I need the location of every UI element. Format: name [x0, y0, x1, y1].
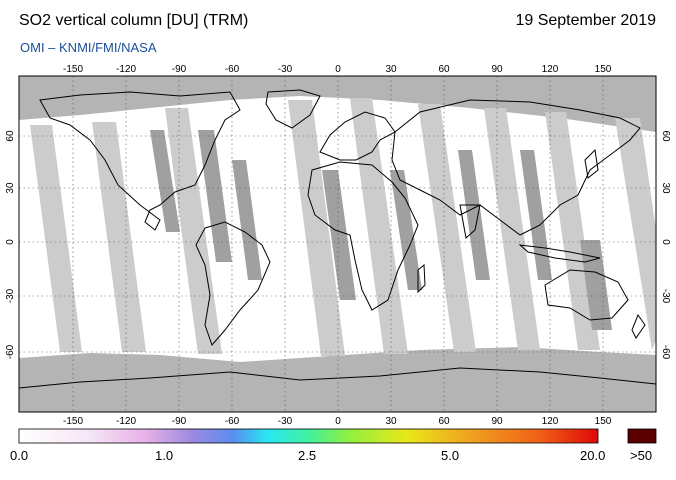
data-source-label: OMI – KNMI/FMI/NASA	[20, 40, 157, 55]
lat-label-right: -60	[660, 345, 671, 360]
lat-label-right: -30	[660, 289, 671, 304]
colorbar	[18, 428, 599, 444]
lon-label-bottom: -120	[116, 416, 136, 427]
lon-label-top: 150	[595, 64, 612, 75]
colorbar-label: 1.0	[155, 448, 174, 463]
lon-label-bottom: 90	[491, 416, 503, 427]
lat-label-right: 0	[660, 239, 671, 245]
lon-label-bottom: -30	[278, 416, 293, 427]
colorbar-label: 5.0	[441, 448, 460, 463]
no-data-south	[19, 347, 656, 412]
lon-label-top: -30	[278, 64, 293, 75]
lon-label-top: -150	[63, 64, 83, 75]
colorbar-label: 0.0	[10, 448, 29, 463]
map-date: 19 September 2019	[515, 12, 656, 29]
lon-label-top: 120	[542, 64, 559, 75]
map-title: SO2 vertical column [DU] (TRM)	[19, 12, 249, 29]
lon-label-bottom: -90	[172, 416, 187, 427]
lat-label-left: 60	[5, 130, 16, 142]
colorbar-label: 20.0	[580, 448, 606, 463]
colorbar-overflow-label: >50	[630, 448, 653, 463]
lon-label-top: 60	[438, 64, 450, 75]
colorbar-label: 2.5	[298, 448, 317, 463]
graticule	[19, 76, 656, 412]
lat-label-left: 0	[5, 239, 16, 245]
lat-label-right: 60	[660, 130, 671, 142]
lon-label-top: -90	[172, 64, 187, 75]
lon-label-top: -60	[225, 64, 240, 75]
lon-label-bottom: -60	[225, 416, 240, 427]
lon-label-bottom: 60	[438, 416, 450, 427]
lat-label-left: -60	[5, 344, 16, 359]
lon-label-top: -120	[116, 64, 136, 75]
lon-label-top: 30	[385, 64, 397, 75]
lon-label-top: 0	[335, 64, 341, 75]
lon-label-bottom: 120	[542, 416, 559, 427]
coastlines	[19, 89, 656, 389]
lon-label-bottom: 150	[595, 416, 612, 427]
lon-label-bottom: -150	[63, 416, 83, 427]
colorbar-overflow-swatch	[627, 428, 657, 444]
lat-label-left: -30	[5, 288, 16, 303]
lon-labels: -150 -120 -90 -60 -30 0 30 60 90 120 150…	[63, 64, 612, 427]
map-frame	[18, 75, 657, 413]
map-layers	[19, 76, 656, 412]
lon-label-bottom: 30	[385, 416, 397, 427]
lat-label-right: 30	[660, 182, 671, 194]
lon-label-top: 90	[491, 64, 503, 75]
lon-label-bottom: 0	[335, 416, 341, 427]
lat-labels: 60 30 0 -30 -60 60 30 0 -30 -60	[5, 130, 671, 360]
lat-label-left: 30	[5, 182, 16, 194]
